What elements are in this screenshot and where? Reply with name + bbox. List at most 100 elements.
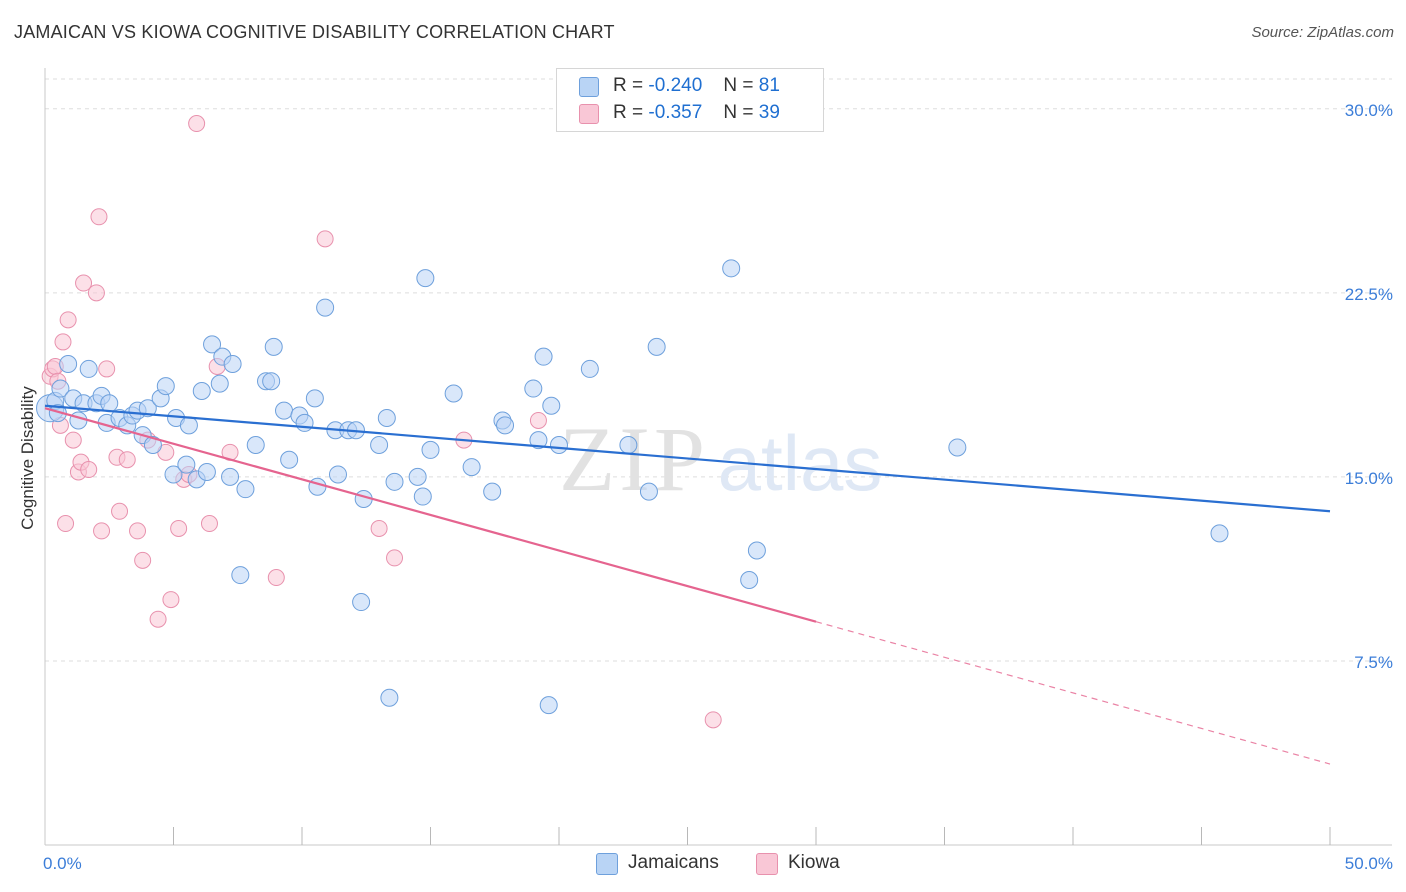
axes	[44, 68, 1392, 846]
kiowa-point	[386, 549, 404, 567]
r-label: R =	[613, 102, 644, 123]
jamaican-point	[619, 436, 638, 455]
jamaican-point	[352, 593, 371, 612]
kiowa-point	[118, 451, 136, 469]
kiowa-trend-extension	[815, 621, 1331, 765]
kiowa-point	[129, 522, 147, 540]
jamaican-point	[416, 269, 435, 288]
jamaicans-n-value: 81	[758, 75, 780, 96]
y-tick-label: 30.0%	[1345, 101, 1393, 120]
kiowa-point	[267, 569, 285, 587]
jamaican-point	[377, 409, 396, 428]
jamaican-point	[496, 416, 515, 435]
kiowa-point	[170, 519, 188, 537]
kiowa-point	[370, 519, 388, 537]
n-label: N =	[723, 102, 754, 123]
jamaican-point	[328, 465, 347, 484]
watermark: ZIP atlas	[559, 408, 882, 510]
kiowa-point	[188, 115, 206, 133]
kiowa-swatch	[579, 104, 599, 124]
jamaicans-legend-label: Jamaicans	[628, 852, 719, 873]
jamaican-point	[385, 472, 404, 491]
r-label: R =	[613, 75, 644, 96]
jamaican-point	[177, 455, 196, 474]
jamaican-point	[722, 259, 741, 278]
jamaican-point	[529, 431, 548, 450]
kiowa-point	[57, 515, 75, 533]
jamaican-point	[143, 436, 162, 455]
jamaican-point	[264, 337, 283, 356]
kiowa-point	[704, 711, 722, 729]
jamaican-point	[534, 347, 553, 366]
chart-title: JAMAICAN VS KIOWA COGNITIVE DISABILITY C…	[14, 22, 615, 42]
jamaican-point	[246, 436, 265, 455]
jamaicans-r-value: -0.240	[648, 75, 703, 96]
jamaican-point	[100, 394, 119, 413]
jamaican-point	[221, 467, 240, 486]
jamaican-point	[524, 379, 543, 398]
x-tick-label-max: 50.0%	[1345, 854, 1393, 873]
y-tick-label: 22.5%	[1345, 285, 1393, 304]
y-axis-label: Cognitive Disability	[18, 386, 37, 530]
jamaican-point	[295, 413, 314, 432]
jamaican-point	[539, 696, 558, 715]
jamaican-point	[210, 374, 229, 393]
jamaicans-trend-line	[44, 404, 1331, 513]
kiowa-point	[111, 502, 129, 520]
jamaican-point	[316, 298, 335, 317]
kiowa-point	[87, 284, 105, 302]
jamaican-point	[1210, 524, 1229, 543]
y-tick-label: 7.5%	[1354, 653, 1393, 672]
jamaican-point	[262, 372, 281, 391]
jamaican-point	[483, 482, 502, 501]
jamaican-point	[647, 337, 666, 356]
jamaican-point	[192, 382, 211, 401]
kiowa-trend-line	[44, 407, 817, 623]
kiowa-point	[134, 551, 152, 569]
kiowa-point	[93, 522, 111, 540]
jamaican-point	[203, 335, 222, 354]
jamaican-point	[542, 396, 561, 415]
jamaican-point	[747, 541, 766, 560]
kiowa-point	[75, 274, 93, 292]
kiowa-r-value: -0.357	[648, 102, 703, 123]
jamaican-point	[462, 458, 481, 477]
jamaican-point	[156, 377, 175, 396]
kiowa-point	[64, 431, 82, 449]
x-tick-label-min: 0.0%	[43, 854, 82, 873]
kiowa-point	[162, 591, 180, 609]
jamaican-point	[444, 384, 463, 403]
jamaican-point	[550, 436, 568, 455]
jamaican-point	[164, 465, 183, 484]
jamaican-point	[948, 438, 967, 457]
jamaican-point	[231, 566, 250, 585]
source-label: Source: ZipAtlas.com	[1251, 24, 1394, 41]
kiowa-point	[54, 333, 72, 351]
jamaican-point	[51, 379, 70, 398]
correlation-legend: R = -0.240 N = 81 R = -0.357 N = 39	[556, 68, 824, 132]
jamaican-point	[79, 359, 98, 378]
kiowa-point	[98, 360, 116, 378]
kiowa-point	[59, 311, 77, 329]
kiowa-n-value: 39	[758, 102, 780, 123]
kiowa-point	[200, 515, 218, 533]
y-tick-label: 15.0%	[1345, 469, 1393, 488]
jamaican-point	[280, 450, 299, 469]
jamaican-point	[370, 436, 389, 455]
jamaicans-legend-swatch	[596, 853, 618, 875]
jamaican-point	[740, 570, 759, 589]
jamaican-point	[639, 482, 658, 501]
jamaican-point	[308, 477, 327, 496]
kiowa-point	[316, 230, 334, 248]
jamaican-point	[179, 416, 198, 435]
jamaican-point	[223, 355, 242, 374]
jamaican-point	[380, 688, 399, 707]
jamaican-point	[408, 467, 427, 486]
jamaican-point	[305, 389, 324, 408]
jamaican-point	[138, 399, 157, 418]
jamaican-point	[413, 487, 432, 506]
jamaican-point	[197, 462, 216, 481]
kiowa-legend-label: Kiowa	[788, 852, 840, 873]
kiowa-point	[90, 208, 108, 226]
jamaican-point	[236, 480, 255, 499]
